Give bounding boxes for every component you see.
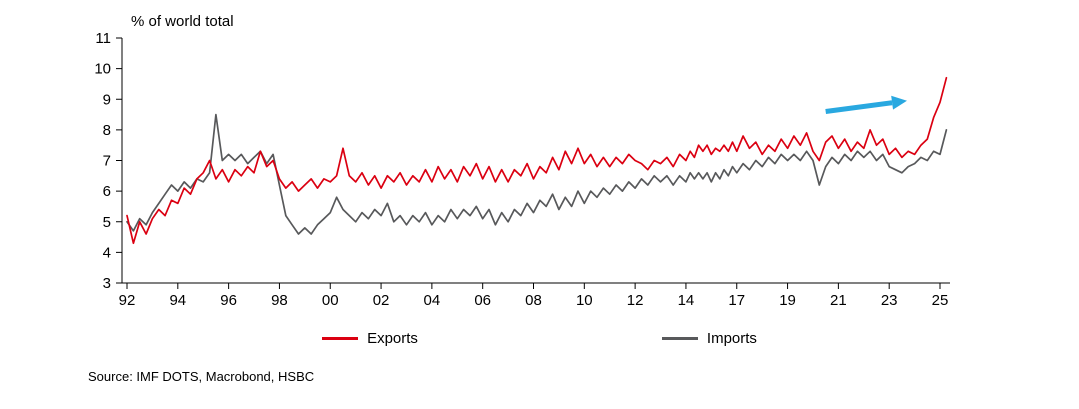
legend-item-exports: Exports [322, 330, 418, 347]
y-tick-label: 3 [103, 275, 111, 292]
chart-legend: Exports Imports [0, 330, 1079, 347]
x-tick-label: 23 [881, 292, 898, 309]
x-tick-label: 96 [220, 292, 237, 309]
x-tick-label: 02 [373, 292, 390, 309]
x-tick-label: 08 [525, 292, 542, 309]
legend-label-exports: Exports [367, 330, 418, 347]
imports-line-swatch [661, 337, 698, 340]
y-tick-label: 9 [103, 91, 111, 108]
legend-label-imports: Imports [706, 330, 757, 347]
trend-arrow-shaft [825, 100, 893, 114]
y-tick-label: 5 [103, 214, 111, 231]
x-tick-label: 21 [830, 292, 847, 309]
x-tick-label: 17 [728, 292, 745, 309]
x-tick-label: 04 [424, 292, 441, 309]
chart-title: % of world total [131, 13, 234, 30]
exports-line-swatch [322, 337, 359, 340]
x-tick-label: 14 [678, 292, 695, 309]
x-tick-label: 19 [779, 292, 796, 309]
x-tick-label: 92 [119, 292, 136, 309]
source-note: Source: IMF DOTS, Macrobond, HSBC [88, 369, 315, 384]
x-tick-label: 12 [627, 292, 644, 309]
trend-arrow-head [891, 95, 907, 110]
y-tick-label: 4 [103, 244, 111, 261]
x-tick-label: 25 [932, 292, 949, 309]
x-tick-label: 00 [322, 292, 339, 309]
legend-item-imports: Imports [661, 330, 757, 347]
y-tick-label: 8 [103, 122, 111, 139]
x-tick-label: 10 [576, 292, 593, 309]
y-tick-label: 10 [94, 61, 111, 78]
x-tick-label: 94 [169, 292, 186, 309]
y-tick-label: 6 [103, 183, 111, 200]
y-tick-label: 11 [95, 30, 111, 47]
imports-line [126, 113, 948, 235]
x-tick-label: 06 [474, 292, 491, 309]
x-tick-label: 98 [271, 292, 288, 309]
y-tick-label: 7 [103, 153, 111, 170]
exports-line [126, 76, 948, 245]
